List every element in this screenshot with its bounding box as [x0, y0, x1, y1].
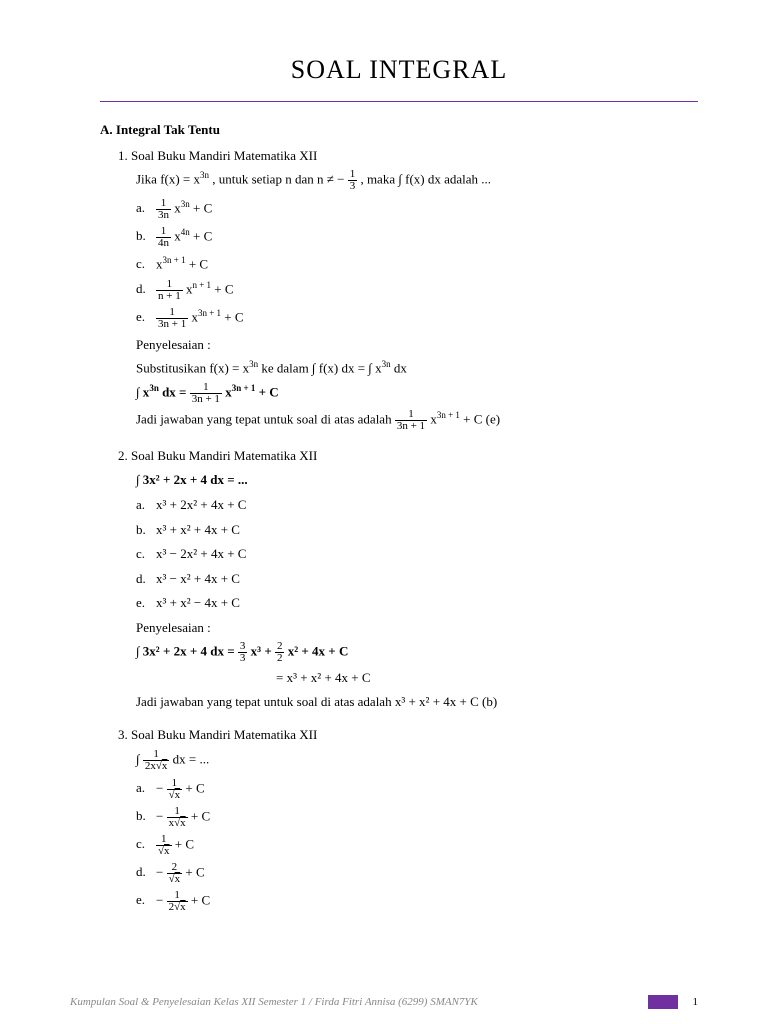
q1-options: a.13n x3n + C b.14n x4n + C c.x3n + 1 + …: [136, 198, 698, 330]
page-title: SOAL INTEGRAL: [100, 50, 698, 89]
section-title: Integral Tak Tentu: [116, 122, 220, 137]
q2-options: a.x³ + 2x² + 4x + C b.x³ + x² + 4x + C c…: [136, 495, 698, 613]
page-number: 1: [684, 994, 698, 1011]
option: b.x³ + x² + 4x + C: [136, 520, 698, 540]
option: a.x³ + 2x² + 4x + C: [136, 495, 698, 515]
option: d.− 2√x + C: [136, 862, 698, 885]
q1-conclusion: Jadi jawaban yang tepat untuk soal di at…: [136, 409, 698, 432]
title-divider: [100, 101, 698, 102]
option: e.x³ + x² − 4x + C: [136, 593, 698, 613]
q2-work-1: ∫ 3x² + 2x + 4 dx = 33 x³ + 22 x² + 4x +…: [136, 641, 698, 664]
option: d.x³ − x² + 4x + C: [136, 569, 698, 589]
q2-work-2: = x³ + x² + 4x + C: [136, 668, 698, 688]
q2-conclusion: Jadi jawaban yang tepat untuk soal di at…: [136, 692, 698, 712]
q-number: 3. Soal Buku Mandiri Matematika XII: [118, 725, 698, 745]
q-number: 1. Soal Buku Mandiri Matematika XII: [118, 146, 698, 166]
q3-options: a.− 1√x + C b.− 1x√x + C c.1√x + C d.− 2…: [136, 778, 698, 913]
q1-stem: Jika f(x) = x3n , untuk setiap n dan n ≠…: [136, 169, 698, 192]
footer-bar: [648, 995, 678, 1009]
q3-stem: ∫ 12x√x dx = ...: [136, 749, 698, 772]
section-heading: A. Integral Tak Tentu: [100, 120, 698, 140]
option: a.− 1√x + C: [136, 778, 698, 801]
page-footer: Kumpulan Soal & Penyelesaian Kelas XII S…: [70, 994, 698, 1011]
option: b.− 1x√x + C: [136, 806, 698, 829]
option: e.13n + 1 x3n + 1 + C: [136, 307, 698, 330]
q1-work-2: ∫ x3n dx = 13n + 1 x3n + 1 + C: [136, 382, 698, 405]
option: a.13n x3n + C: [136, 198, 698, 221]
document-page: SOAL INTEGRAL A. Integral Tak Tentu 1. S…: [0, 0, 768, 1024]
option: d.1n + 1 xn + 1 + C: [136, 279, 698, 302]
q2-stem: ∫ 3x² + 2x + 4 dx = ...: [136, 470, 698, 490]
option: c.x³ − 2x² + 4x + C: [136, 544, 698, 564]
q-number: 2. Soal Buku Mandiri Matematika XII: [118, 446, 698, 466]
option: c.x3n + 1 + C: [136, 254, 698, 274]
footer-text: Kumpulan Soal & Penyelesaian Kelas XII S…: [70, 994, 642, 1011]
section-label: A.: [100, 122, 113, 137]
question-3: 3. Soal Buku Mandiri Matematika XII ∫ 12…: [118, 725, 698, 913]
question-1: 1. Soal Buku Mandiri Matematika XII Jika…: [118, 146, 698, 433]
option: b.14n x4n + C: [136, 226, 698, 249]
fraction: 13: [348, 169, 358, 192]
option: c.1√x + C: [136, 834, 698, 857]
solution-label: Penyelesaian :: [136, 335, 698, 355]
question-2: 2. Soal Buku Mandiri Matematika XII ∫ 3x…: [118, 446, 698, 711]
option: e.− 12√x + C: [136, 890, 698, 913]
solution-label: Penyelesaian :: [136, 618, 698, 638]
q1-work-1: Substitusikan f(x) = x3n ke dalam ∫ f(x)…: [136, 358, 698, 378]
